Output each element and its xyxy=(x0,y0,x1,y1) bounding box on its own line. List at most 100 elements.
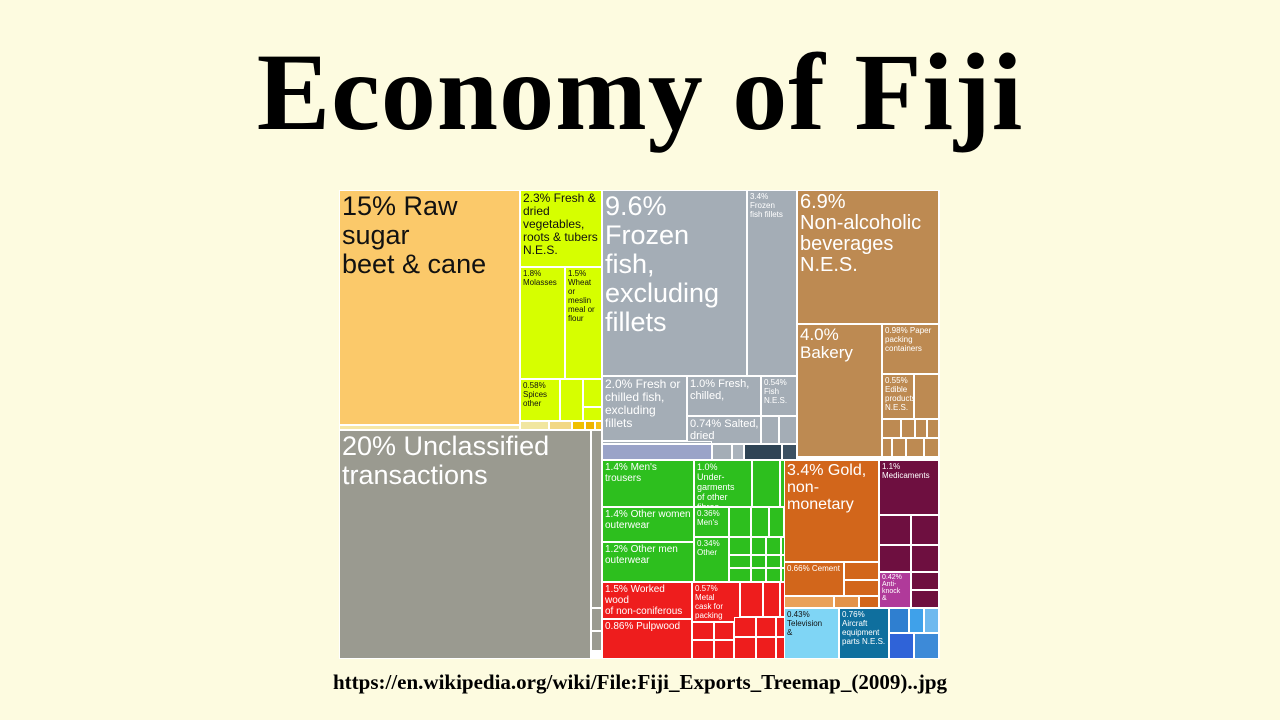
treemap-tile-label: 2.0% Fresh or chilled fish, excluding fi… xyxy=(605,377,681,430)
treemap-tile-label: 0.74% Salted, dried xyxy=(690,418,759,442)
treemap-tile xyxy=(591,651,602,659)
treemap-tile xyxy=(909,608,924,633)
treemap-tile-label: 3.4% Gold, non-monetary xyxy=(787,462,867,513)
treemap-tile: 1.2% Other men outerwear xyxy=(602,542,694,582)
treemap-tile-label: 9.6% Frozen fish, excluding fillets xyxy=(605,191,720,337)
treemap-tile: 9.6% Frozen fish, excluding fillets xyxy=(602,190,747,376)
treemap-tile xyxy=(927,419,939,438)
treemap-tile xyxy=(560,379,583,421)
treemap-tile-label: 15% Raw sugar beet & cane xyxy=(342,191,487,279)
treemap-tile xyxy=(602,444,712,460)
treemap-tile xyxy=(583,407,602,421)
treemap-tile xyxy=(549,421,572,430)
treemap-tile-label: 1.2% Other men outerwear xyxy=(605,544,678,566)
treemap-tile-label: 1.0% Under-garments of other fibres xyxy=(697,462,735,507)
treemap-tile-label: 1.4% Other women outerwear xyxy=(605,509,691,531)
treemap-tile xyxy=(712,444,732,460)
treemap-tile: 0.74% Salted, dried xyxy=(687,416,761,444)
treemap-tile-label: 2.3% Fresh & dried vegetables, roots & t… xyxy=(523,191,598,257)
treemap-tile xyxy=(756,637,776,659)
source-url[interactable]: https://en.wikipedia.org/wiki/File:Fiji_… xyxy=(332,670,948,694)
treemap-tile xyxy=(911,515,939,545)
treemap-tile: 1.0% Fresh, chilled, xyxy=(687,376,761,416)
treemap-tile xyxy=(729,537,751,555)
treemap-tile xyxy=(591,631,602,651)
treemap-tile xyxy=(583,379,602,407)
treemap-tile xyxy=(692,622,714,640)
treemap-tile xyxy=(844,562,879,580)
treemap-tile xyxy=(734,637,756,659)
treemap-tile xyxy=(520,421,549,430)
treemap-tile-label: 4.0% Bakery xyxy=(800,325,853,362)
treemap-tile xyxy=(761,416,779,444)
treemap-tile xyxy=(766,555,781,568)
treemap-tile-label: 0.36% Men's xyxy=(697,509,720,527)
treemap-tile xyxy=(879,515,911,545)
treemap-tile: 0.42% Anti-knock & xyxy=(879,572,911,608)
treemap-tile: 0.58% Spices other xyxy=(520,379,560,421)
treemap-tile xyxy=(915,419,927,438)
treemap-tile xyxy=(779,416,797,444)
treemap-tile xyxy=(692,640,714,659)
treemap-tile xyxy=(889,633,914,659)
treemap-tile xyxy=(924,438,939,457)
treemap-tile xyxy=(914,633,939,659)
treemap-tile xyxy=(744,444,782,460)
treemap-tile: 2.3% Fresh & dried vegetables, roots & t… xyxy=(520,190,602,267)
treemap-tile xyxy=(714,622,734,640)
treemap-tile xyxy=(782,444,797,460)
treemap-tile xyxy=(591,430,602,608)
treemap-tile-label: 6.9% Non-alcoholic beverages N.E.S. xyxy=(800,191,922,276)
treemap-tile: 3.4% Frozen fish fillets xyxy=(747,190,797,376)
treemap-tile xyxy=(763,582,780,617)
treemap-tile: 20% Unclassified transactions xyxy=(339,430,591,659)
treemap-tile xyxy=(729,555,751,568)
treemap-tile-label: 1.0% Fresh, chilled, xyxy=(690,378,750,402)
treemap-tile: 1.1% Medicaments xyxy=(879,460,939,515)
treemap-tile xyxy=(714,640,734,659)
treemap-tile: 1.5% Worked wood of non-coniferous xyxy=(602,582,692,619)
treemap-tile-label: 0.55% Edible products N.E.S. xyxy=(885,376,914,412)
treemap-tile-label: 0.66% Cement xyxy=(787,564,840,573)
treemap-tile xyxy=(859,596,879,608)
treemap-tile xyxy=(911,545,939,572)
treemap-tile xyxy=(901,419,915,438)
treemap-tile xyxy=(892,438,906,457)
treemap-tile: 0.66% Cement xyxy=(784,562,844,596)
treemap-tile xyxy=(591,608,602,631)
treemap-tile xyxy=(729,568,751,582)
treemap-tile xyxy=(889,608,909,633)
treemap-tile-label: 0.58% Spices other xyxy=(523,381,548,408)
treemap-tile xyxy=(595,421,602,430)
treemap-tile-label: 1.4% Men's trousers xyxy=(605,462,657,484)
treemap-tile: 0.34% Other xyxy=(694,537,729,582)
treemap-tile-label: 1.1% Medicaments xyxy=(882,462,930,480)
page-title: Economy of Fiji xyxy=(256,31,1024,153)
treemap-tile xyxy=(911,572,939,590)
treemap-tile xyxy=(339,425,520,430)
treemap-tile xyxy=(911,590,939,608)
treemap-tile xyxy=(734,617,756,637)
treemap-tile xyxy=(751,555,766,568)
treemap-tile-label: 0.98% Paper packing containers xyxy=(885,326,932,353)
treemap-tile xyxy=(844,580,879,596)
treemap-tile: 1.4% Men's trousers xyxy=(602,460,694,507)
treemap-tile xyxy=(766,568,781,582)
treemap-tile: 4.0% Bakery xyxy=(797,324,882,457)
treemap-tile-label: 0.86% Pulpwood xyxy=(605,621,681,632)
treemap-tile xyxy=(879,545,911,572)
treemap-tile-label: 1.8% Molasses xyxy=(523,269,557,287)
treemap-tile: 0.86% Pulpwood xyxy=(602,619,692,659)
treemap-tile xyxy=(784,596,834,608)
treemap-tile xyxy=(906,438,924,457)
treemap-tile-label: 0.43% Television & xyxy=(787,610,823,637)
treemap-tile: 3.4% Gold, non-monetary xyxy=(784,460,879,562)
treemap-tile xyxy=(585,421,595,430)
treemap-tile: 0.54% Fish N.E.S. xyxy=(761,376,797,416)
treemap-tile xyxy=(732,444,744,460)
treemap-tile-label: 0.76% Aircraft equipment parts N.E.S. xyxy=(842,610,886,646)
treemap-tile xyxy=(751,507,769,537)
treemap-tile xyxy=(914,374,939,419)
treemap-tile xyxy=(882,438,892,457)
treemap-tile: 1.8% Molasses xyxy=(520,267,565,379)
